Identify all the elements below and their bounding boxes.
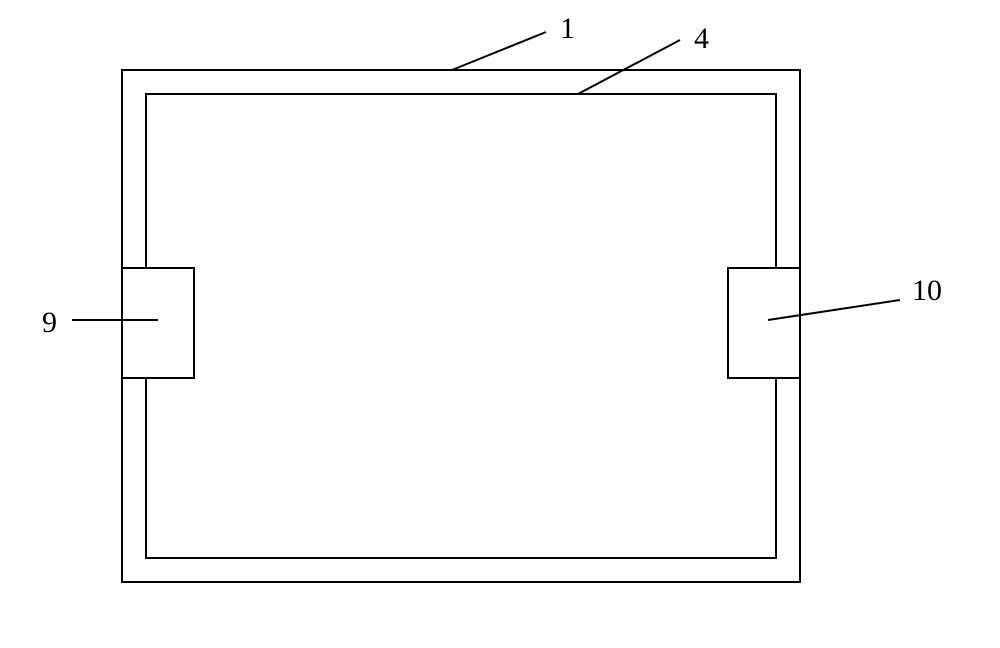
inner-rect bbox=[146, 94, 776, 558]
outer-rect bbox=[122, 70, 800, 582]
label-4: 4 bbox=[694, 22, 709, 55]
left-block bbox=[122, 268, 194, 378]
right-block bbox=[728, 268, 800, 378]
leader-line-4 bbox=[578, 40, 680, 94]
label-10: 10 bbox=[912, 274, 942, 307]
label-9: 9 bbox=[42, 306, 57, 339]
label-1: 1 bbox=[560, 12, 575, 45]
leader-line-1 bbox=[452, 32, 546, 70]
